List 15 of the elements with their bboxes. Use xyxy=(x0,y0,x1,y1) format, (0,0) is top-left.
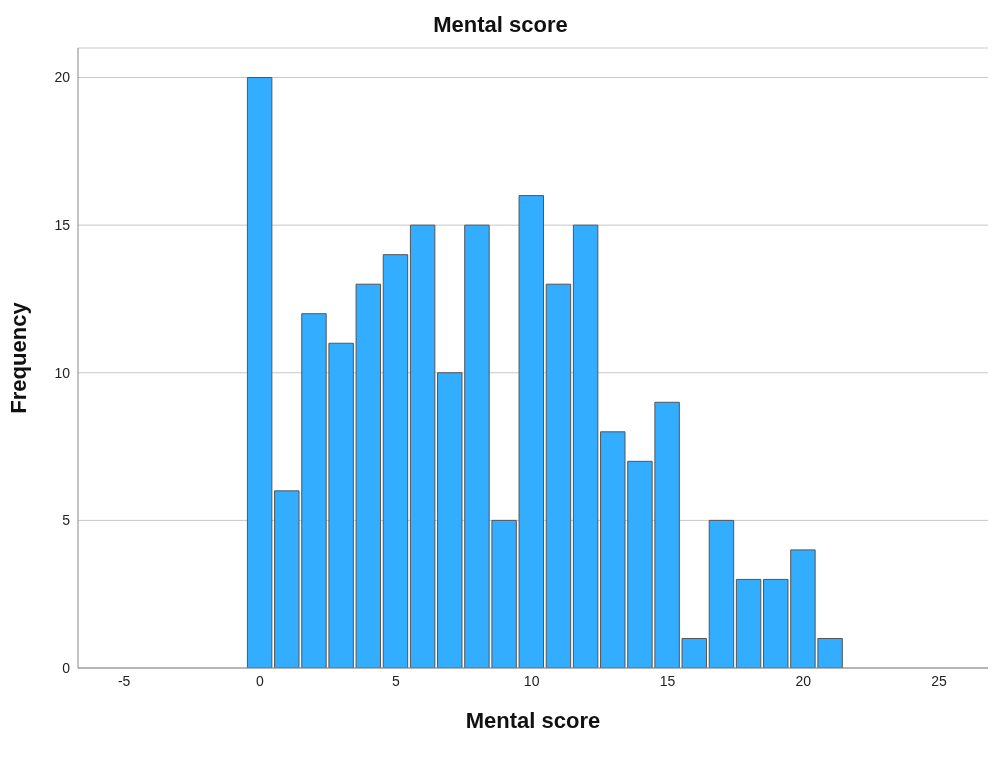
y-tick-label: 0 xyxy=(62,659,71,676)
x-tick-label: 5 xyxy=(391,672,400,689)
x-tick-label: -5 xyxy=(117,672,131,689)
y-tick-label: 10 xyxy=(54,364,71,381)
y-tick-label: 20 xyxy=(54,69,71,86)
chart-title: Mental score xyxy=(432,12,569,38)
x-tick-label: 25 xyxy=(931,672,948,689)
y-tick-label: 5 xyxy=(62,512,71,529)
x-axis-title: Mental score xyxy=(465,708,601,733)
x-tick-label: 10 xyxy=(523,672,540,689)
x-tick-label: 15 xyxy=(659,672,676,689)
x-tick-label: 20 xyxy=(795,672,812,689)
y-axis-title: Frequency xyxy=(5,301,31,414)
x-tick-label: 0 xyxy=(256,672,265,689)
y-tick-label: 15 xyxy=(54,217,71,234)
